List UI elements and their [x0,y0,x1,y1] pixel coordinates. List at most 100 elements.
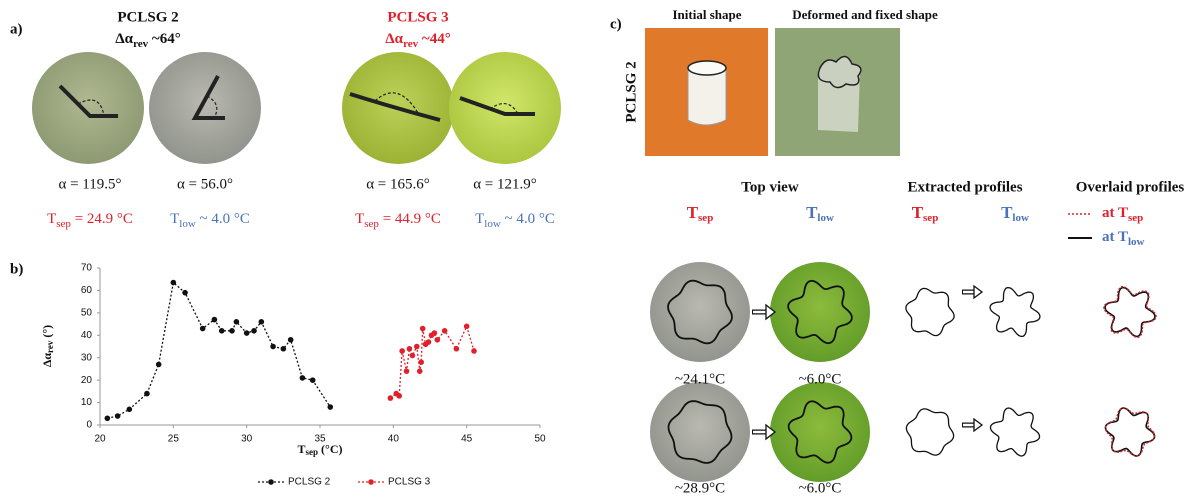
profile [989,286,1041,338]
temperature-label: Tlow ~ 4.0 °C [475,211,555,229]
data-point [182,289,188,296]
data-point [387,395,394,401]
section-title: Top view [741,179,799,195]
profile [905,408,955,456]
y-tick-label: 50 [81,307,93,318]
profile [667,279,733,345]
delta-label: Δαrev ~44° [385,31,450,49]
legend-label: PCLSG 3 [388,477,431,488]
sample-name: PCLSG 3 [387,9,448,25]
condition-label: Tsep [687,203,714,224]
temperature-label: Tlow ~ 4.0 °C [170,211,250,229]
x-tick-label: 45 [461,434,473,445]
x-tick-label: 20 [94,434,106,445]
data-point [406,345,413,352]
data-point [399,348,405,354]
legend-marker [368,479,374,485]
data-point [396,393,403,399]
profile [1104,407,1156,457]
x-axis-label: Tsep (°C) [298,442,343,457]
data-point [441,328,448,334]
data-point [170,279,177,286]
section-title: Extracted profiles [907,179,1022,195]
profile [787,400,853,464]
y-tick-label: 0 [86,420,92,431]
data-point [409,352,416,359]
temperature-label: ~6.0°C [799,371,842,387]
y-tick-label: 40 [81,330,93,341]
data-point [309,377,316,383]
sample-name: PCLSG 2 [117,9,178,25]
section-title: Overlaid profiles [1076,179,1185,195]
profile [905,287,955,337]
temperature-label: ~28.9°C [675,480,725,496]
temperature-label: ~6.0°C [799,480,842,496]
profile [1104,286,1156,338]
data-point [287,336,294,343]
data-point [327,404,334,410]
alpha-label: α = 56.0° [177,176,233,192]
x-tick-label: 40 [388,434,400,445]
x-tick-label: 25 [168,434,180,445]
data-point [144,390,150,397]
profile [1103,285,1157,339]
x-tick-label: 30 [241,434,253,445]
legend-label: at Tlow [1102,229,1145,247]
legend-label: PCLSG 2 [288,477,331,488]
series-line [107,281,331,419]
data-point [418,359,425,366]
sample-photos [32,52,561,164]
temperature-label: Tsep = 24.9 °C [47,211,133,229]
y-tick-label: 60 [81,285,93,296]
data-point [431,330,438,336]
data-point [251,328,257,334]
delta-label: Δαrev ~64° [115,31,180,49]
data-point [233,319,240,325]
condition-label: Tlow [1001,203,1029,224]
temperature-label: ~24.1°C [675,371,725,387]
legend-marker [268,479,274,485]
y-tick-label: 10 [81,397,93,408]
alpha-label: α = 121.9° [473,176,537,192]
data-point [126,406,133,413]
data-point [258,319,265,325]
data-point [199,325,206,332]
data-point [419,325,426,332]
profile-rows [650,262,1157,482]
alpha-label: α = 119.5° [58,176,121,192]
panel-label: b) [10,261,23,277]
data-point [453,345,460,352]
data-point [280,345,287,352]
photo-caption: Initial shape [673,7,742,22]
temperature-label: Tsep = 44.9 °C [355,211,441,229]
data-point [229,328,235,334]
data-point [104,415,111,422]
profile [989,407,1041,457]
sample-name: PCLSG 2 [623,61,639,122]
y-tick-label: 30 [81,352,93,363]
y-tick-label: 70 [81,263,93,274]
data-point [114,413,121,419]
data-point [299,375,306,381]
data-point [471,348,477,354]
data-point [425,339,432,345]
panel-label: a) [10,21,23,37]
y-tick-label: 20 [81,375,93,386]
profile [667,400,733,464]
data-point [243,330,250,336]
condition-label: Tlow [806,203,834,224]
profile [1104,407,1156,457]
y-axis-label: Δαrev (°) [40,325,55,367]
photo-caption: Deformed and fixed shape [792,7,938,22]
alpha-label: α = 165.6° [366,176,430,192]
data-point [211,316,218,323]
data-point [155,361,162,368]
data-point [414,343,420,350]
panel-label: c) [610,16,622,32]
legend-label: at Tsep [1102,205,1143,223]
x-tick-label: 50 [534,434,546,445]
x-tick-label: 35 [314,434,326,445]
profile [787,279,853,345]
